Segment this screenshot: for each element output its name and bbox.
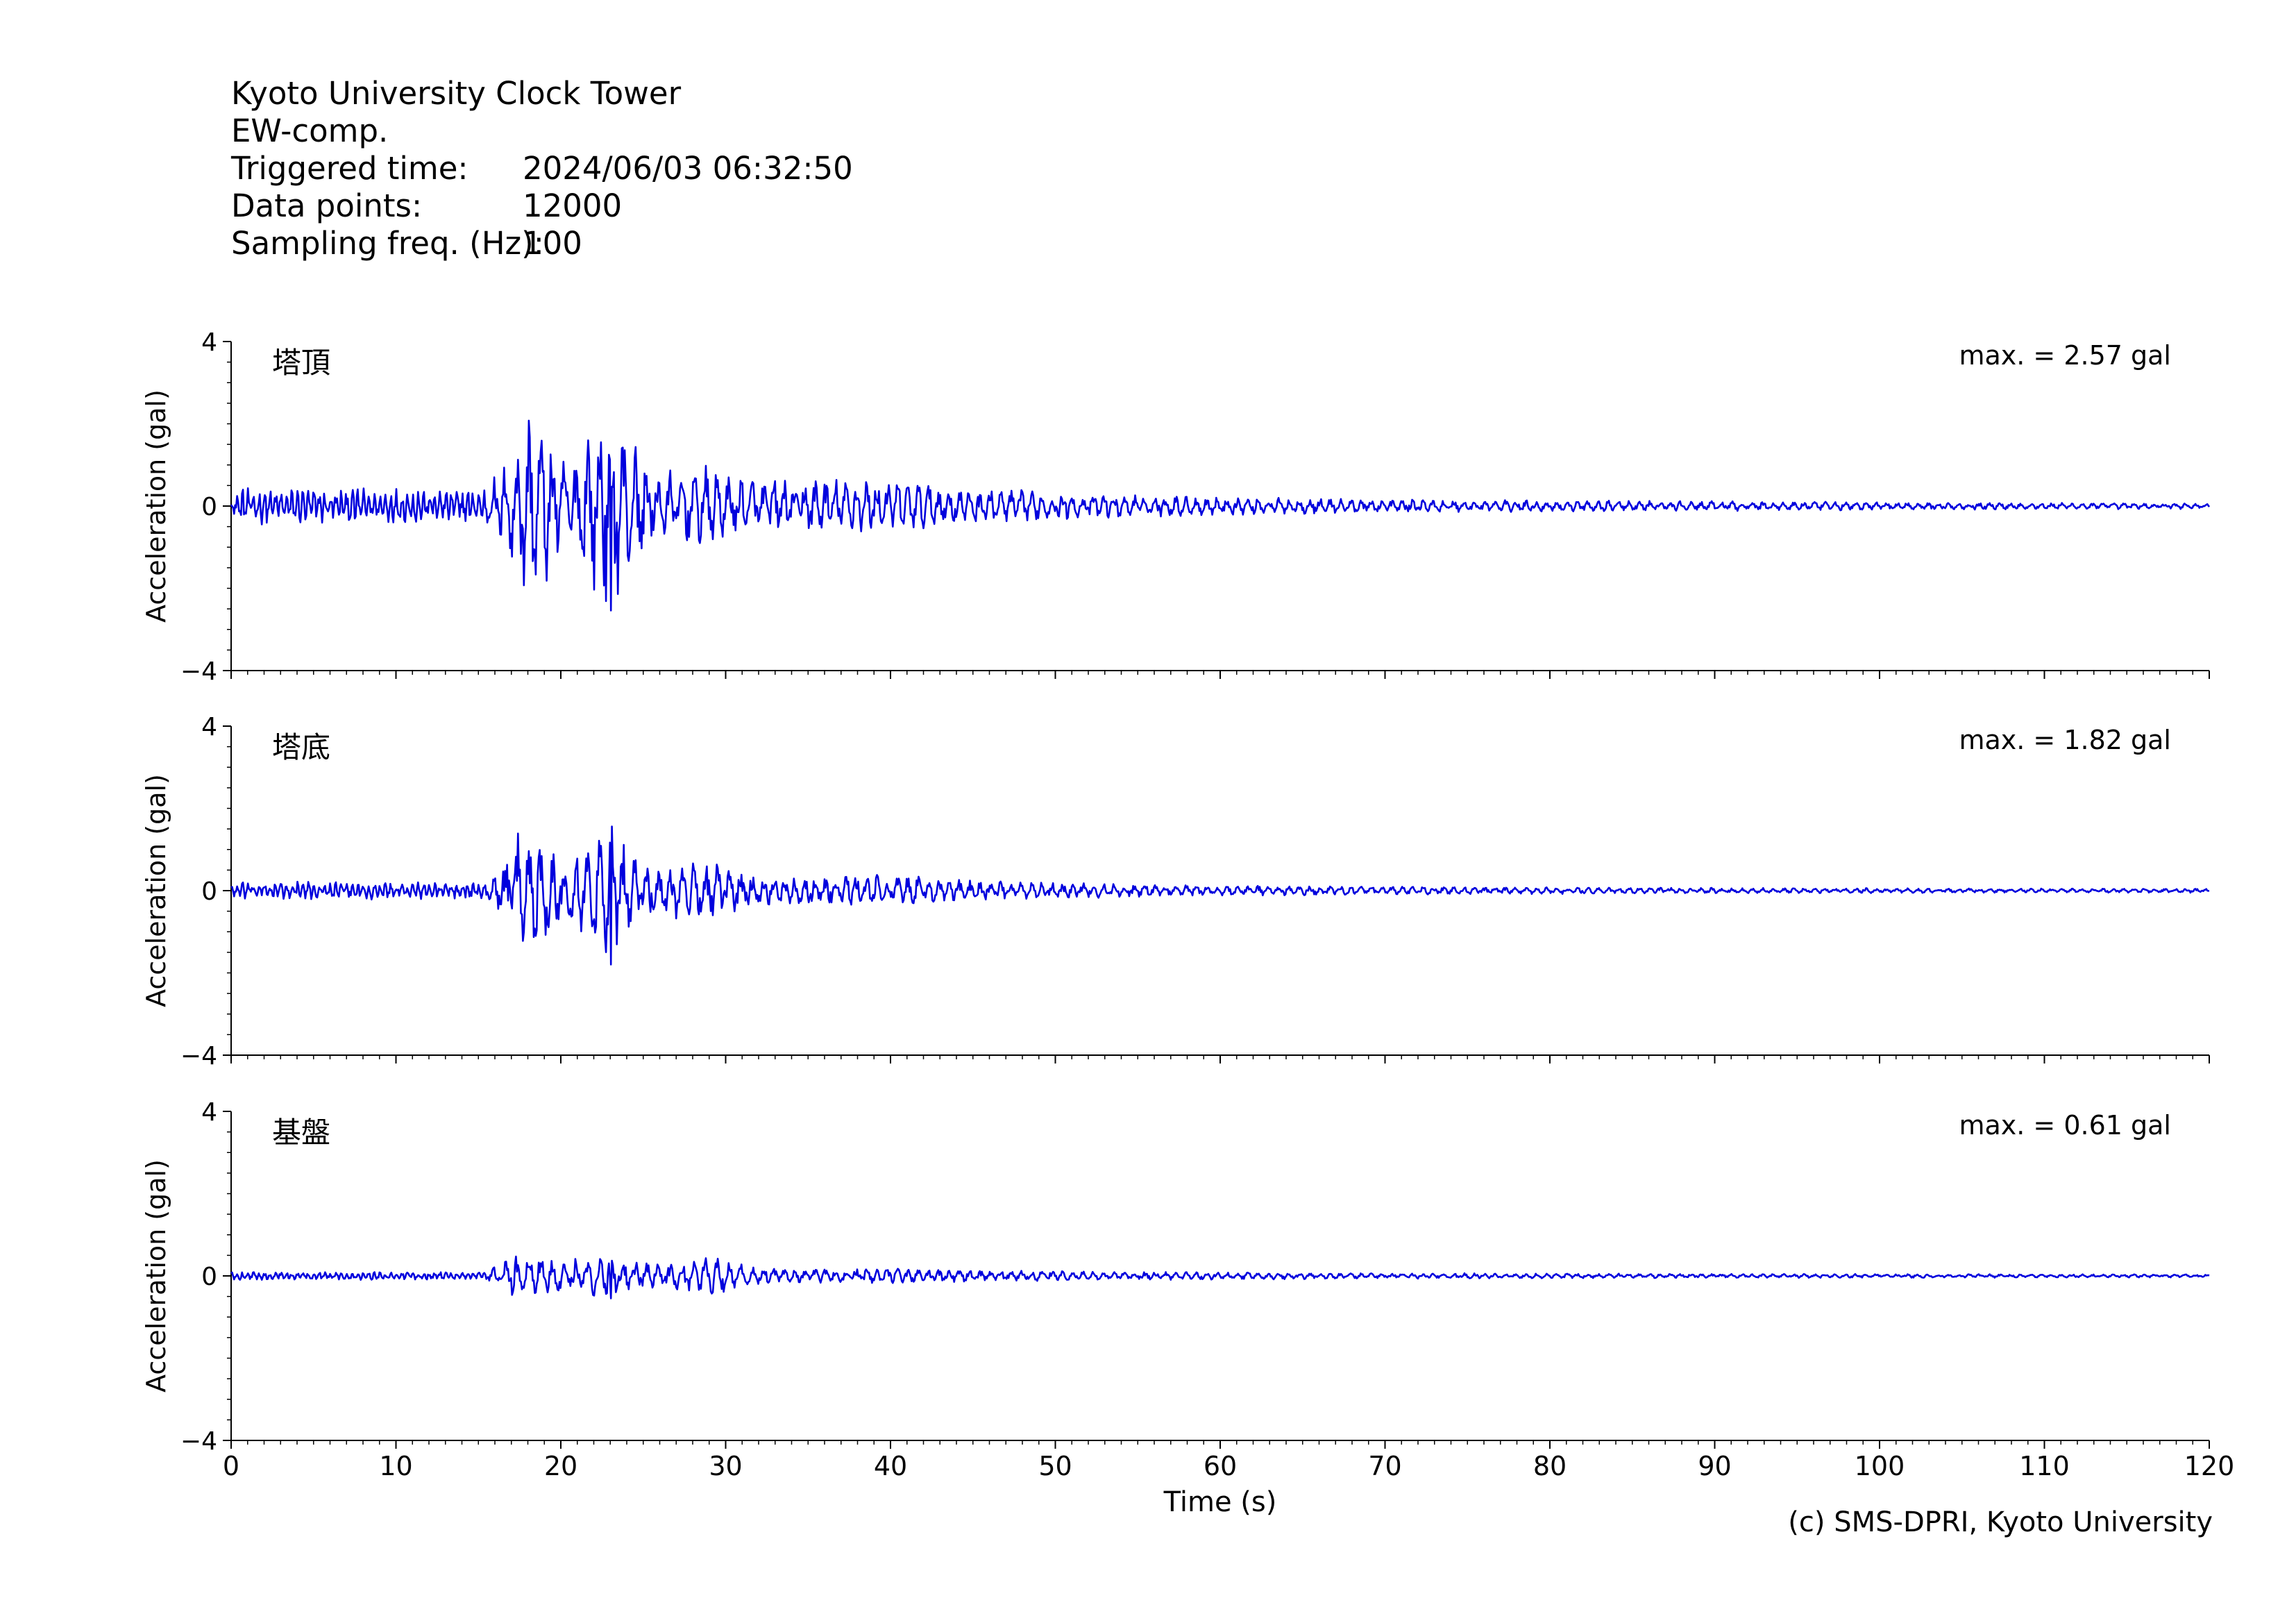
station-name: Kyoto University Clock Tower [231,75,682,112]
trigger-row: Triggered time: 2024/06/03 06:32:50 [231,150,853,187]
x-tick-label: 80 [1533,1451,1567,1481]
waveform-trace [230,1255,2210,1300]
x-tick-label: 20 [544,1451,577,1481]
x-tick-label: 70 [1368,1451,1401,1481]
y-tick-label: 0 [201,1263,217,1291]
y-tick-label: 0 [201,493,217,521]
copyright-credit: (c) SMS-DPRI, Kyoto University [1788,1506,2213,1538]
y-tick-label: 4 [201,328,217,357]
x-tick-label: 60 [1204,1451,1237,1481]
x-tick-label: 10 [379,1451,412,1481]
waveform-trace [230,419,2211,612]
x-tick-label: 0 [223,1451,239,1481]
panel-name: 基盤 [272,1116,330,1150]
y-tick-label: 4 [201,1098,217,1127]
record-header: Kyoto University Clock Tower EW-comp. Tr… [231,75,853,262]
trigger-label: Triggered time: [231,150,469,187]
y-tick-label: −4 [180,657,217,686]
component-label: EW-comp. [231,112,389,149]
x-tick-label: 30 [709,1451,742,1481]
y-tick-label: 4 [201,713,217,741]
x-tick-label: 110 [2019,1451,2070,1481]
x-axis-label: Time (s) [1163,1486,1277,1518]
y-axis-label: Acceleration (gal) [141,389,171,623]
points-row: Data points: 12000 [231,187,853,225]
y-axis-label: Acceleration (gal) [141,1159,171,1393]
panel-name: 塔底 [272,730,330,764]
y-tick-label: −4 [180,1427,217,1456]
freq-row: Sampling freq. (Hz):100 [231,225,853,262]
x-tick-label: 40 [874,1451,907,1481]
y-tick-label: −4 [180,1042,217,1070]
panel-max-label: max. = 0.61 gal [1959,1110,2171,1141]
points-label: Data points: [231,187,423,224]
x-tick-label: 90 [1698,1451,1731,1481]
waveform-trace [230,825,2210,966]
panel-name: 塔頂 [272,346,330,380]
points-value: 12000 [523,187,623,224]
y-axis-label: Acceleration (gal) [141,774,171,1007]
x-tick-label: 120 [2184,1451,2235,1481]
y-tick-label: 0 [201,877,217,906]
x-tick-label: 100 [1855,1451,1905,1481]
x-tick-label: 50 [1038,1451,1072,1481]
freq-value: 100 [523,225,582,262]
panel-max-label: max. = 2.57 gal [1959,340,2171,371]
trigger-value: 2024/06/03 06:32:50 [523,150,853,187]
panel-max-label: max. = 1.82 gal [1959,725,2171,755]
